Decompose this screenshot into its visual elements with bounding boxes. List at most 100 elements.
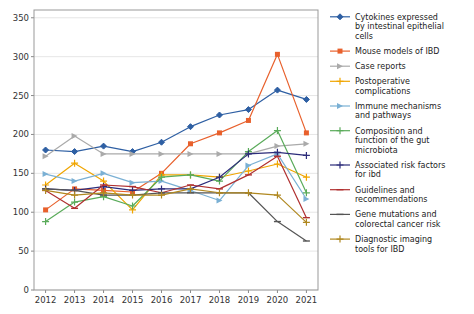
x-tick-label: 2019	[238, 295, 260, 305]
data-point	[71, 160, 78, 167]
data-point	[274, 156, 281, 157]
legend-marker	[337, 236, 344, 243]
legend-label-line: Associated risk factors	[355, 161, 445, 170]
data-point	[274, 149, 281, 156]
series-line	[46, 163, 307, 210]
data-point	[101, 143, 107, 149]
data-point	[274, 221, 281, 222]
data-point	[159, 139, 165, 145]
legend-marker	[337, 63, 343, 69]
data-point	[303, 189, 310, 196]
data-point	[72, 178, 78, 184]
data-point	[100, 184, 107, 185]
data-point	[217, 130, 222, 135]
x-tick-label: 2020	[267, 295, 289, 305]
series-line	[46, 189, 307, 241]
x-tick-label: 2016	[151, 295, 173, 305]
legend-label: Diagnostic imagingtools for IBD	[355, 235, 432, 254]
data-point	[245, 174, 252, 175]
data-point	[42, 218, 49, 225]
data-point	[43, 207, 48, 212]
data-point	[43, 153, 49, 159]
series-line	[46, 54, 307, 210]
legend-label: Guidelines andrecommendations	[355, 186, 427, 205]
legend-label: Associated risk factorsfor ibd	[355, 161, 445, 180]
legend-label: Cytokines expressedby intestinal epithel…	[355, 13, 444, 41]
series-line	[46, 131, 307, 222]
legend-label-line: Immune mechanisms	[355, 102, 441, 111]
legend-label-line: Gene mutations and	[355, 210, 437, 219]
legend-marker	[337, 14, 343, 20]
data-point	[274, 192, 281, 199]
data-point	[158, 185, 165, 192]
data-point	[71, 192, 78, 199]
legend-label: Mouse models of IBD	[355, 47, 439, 56]
data-point	[274, 127, 281, 134]
legend-label: Gene mutations andcolorectal cancer risk	[355, 210, 441, 229]
data-point	[187, 171, 194, 178]
y-tick-label: 100	[13, 207, 29, 217]
legend-label-line: Guidelines and	[355, 186, 415, 195]
y-tick-label: 350	[13, 13, 29, 23]
legend-swatch	[330, 189, 350, 190]
series-line	[46, 152, 307, 190]
data-point	[72, 149, 78, 155]
data-point	[216, 174, 223, 181]
x-tick-label: 2018	[209, 295, 231, 305]
grid-line	[34, 212, 318, 213]
data-point	[43, 171, 49, 177]
data-point	[303, 174, 310, 181]
y-tick-label: 150	[13, 168, 29, 178]
data-point	[130, 180, 136, 186]
data-point	[101, 170, 107, 176]
series-line	[46, 189, 307, 222]
legend-label-line: for ibd	[355, 170, 381, 179]
legend-label: Immune mechanismsand pathways	[355, 102, 441, 121]
legend-label-line: Case reports	[355, 62, 406, 71]
data-point	[42, 187, 49, 194]
x-tick-label: 2021	[296, 295, 318, 305]
legend-label-line: Postoperative	[355, 77, 410, 86]
legend-label: Postoperativecomplications	[355, 77, 410, 96]
legend-label-line: Diagnostic imaging	[355, 235, 432, 244]
data-point	[71, 199, 78, 206]
legend-label-line: Cytokines expressed	[355, 13, 438, 22]
data-point	[101, 151, 107, 157]
legend-marker	[337, 78, 344, 85]
data-point	[71, 208, 78, 209]
y-tick-label: 200	[13, 129, 29, 139]
legend-label-line: colorectal cancer risk	[355, 220, 441, 229]
data-point	[245, 189, 252, 196]
data-point	[158, 174, 165, 181]
data-point	[129, 203, 136, 210]
data-point	[187, 171, 194, 178]
data-point	[216, 151, 222, 157]
data-point	[245, 150, 252, 157]
data-point	[187, 124, 193, 130]
legend-label-line: by intestinal epithelial	[355, 22, 444, 31]
data-point	[303, 152, 310, 159]
data-point	[245, 107, 251, 113]
data-point	[129, 186, 136, 187]
data-point	[303, 240, 310, 241]
chart: 0501001502002503003502012201320142015201…	[0, 0, 474, 314]
y-tick-label: 300	[13, 52, 29, 62]
legend-label-line: complications	[355, 87, 410, 96]
legend-label-line: microbiota	[355, 146, 398, 155]
y-tick-label: 50	[18, 246, 29, 256]
y-tick-label: 250	[13, 91, 29, 101]
legend-label: Composition andfunction of the gutmicrob…	[355, 127, 429, 155]
legend-label-line: tools for IBD	[355, 245, 404, 254]
grid-line	[34, 17, 318, 18]
legend-label-line: and pathways	[355, 111, 411, 120]
x-tick-label: 2015	[122, 295, 144, 305]
x-tick-label: 2017	[180, 295, 202, 305]
data-point	[275, 52, 280, 57]
data-point	[216, 189, 223, 196]
plot-frame	[34, 10, 318, 290]
data-point	[303, 96, 309, 102]
data-point	[72, 133, 78, 139]
legend-swatch	[330, 214, 350, 215]
legend-label: Case reports	[355, 62, 406, 71]
data-point	[187, 151, 193, 157]
